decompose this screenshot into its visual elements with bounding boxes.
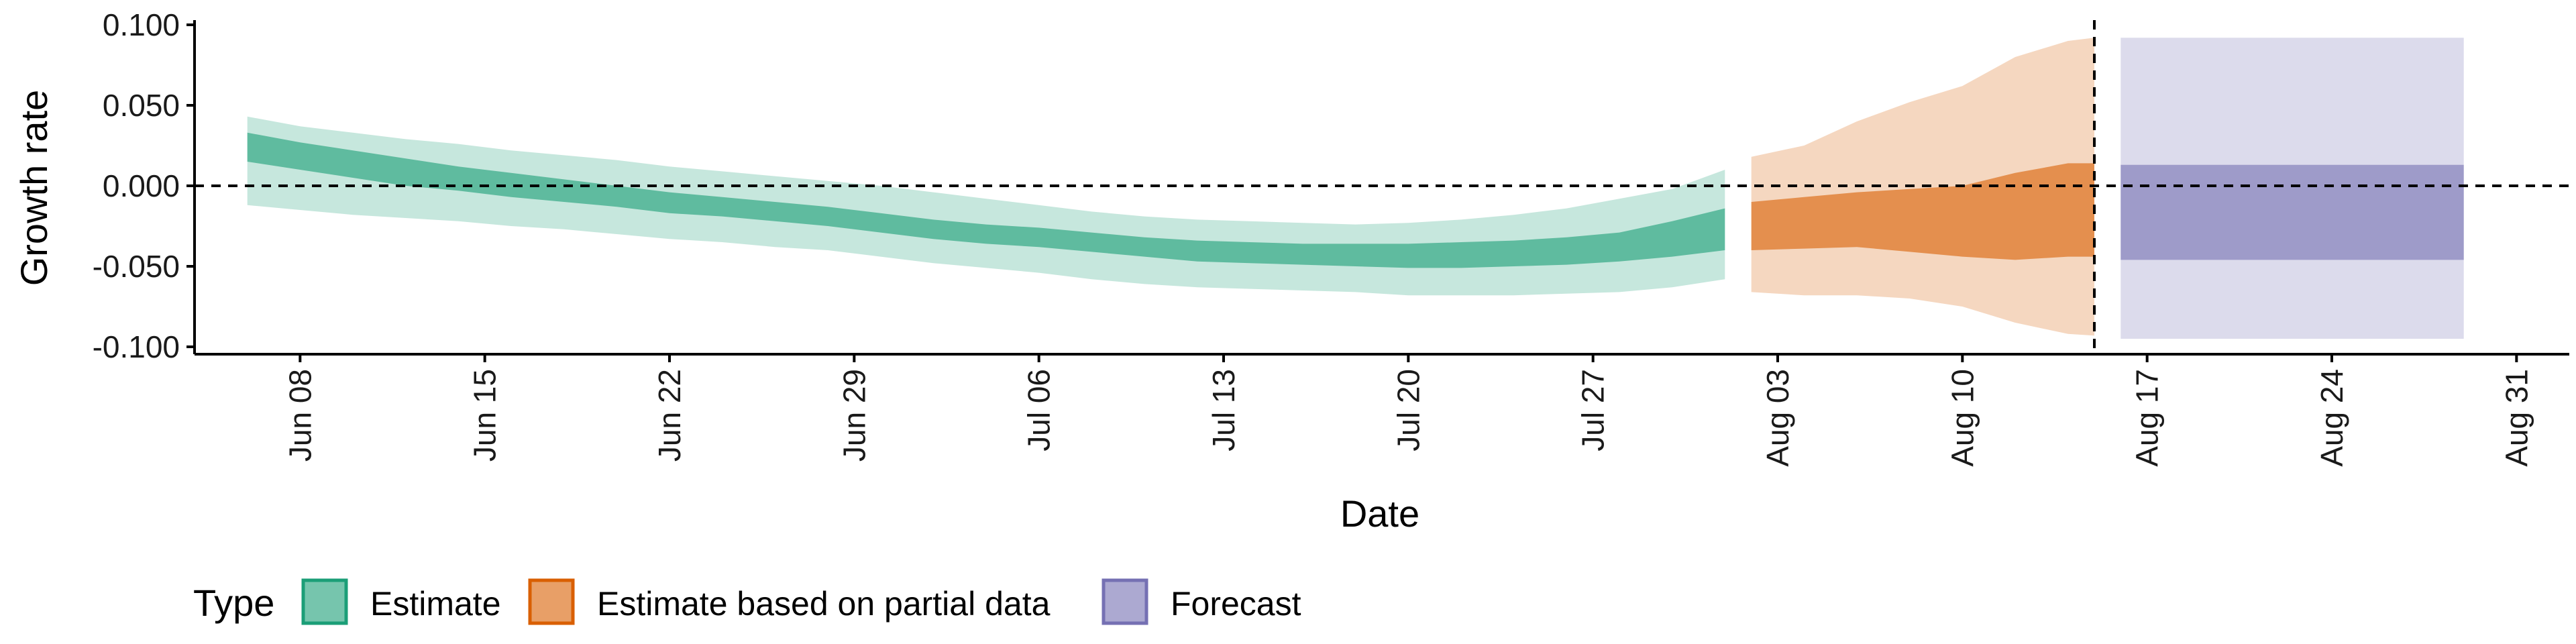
legend-key-partial-estimate xyxy=(528,578,575,625)
forecast-inner-ribbon xyxy=(2121,164,2464,260)
x-tick-label: Aug 31 xyxy=(2499,369,2534,467)
reference-lines xyxy=(195,20,2569,354)
ribbon-layer xyxy=(247,38,2464,339)
x-tick-label: Jul 20 xyxy=(1391,369,1426,451)
y-tick-label: 0.100 xyxy=(103,7,180,42)
x-tick-label: Jun 29 xyxy=(837,369,871,462)
y-tick-label: -0.100 xyxy=(93,329,180,364)
y-tick-label: 0.050 xyxy=(103,88,180,123)
legend-label-partial-estimate: Estimate based on partial data xyxy=(597,585,1051,623)
legend-label-forecast: Forecast xyxy=(1171,585,1301,623)
legend-title: Type xyxy=(193,582,274,624)
x-axis-title: Date xyxy=(1340,492,1419,535)
x-axis-ticks: Jun 08 Jun 15 Jun 22 Jun 29 Jul 06 Jul 13 Jul … xyxy=(282,354,2534,467)
x-tick-label: Jun 15 xyxy=(468,369,502,462)
x-tick-label: Aug 10 xyxy=(1945,369,1980,467)
x-tick-label: Jul 06 xyxy=(1022,369,1057,451)
x-tick-label: Aug 24 xyxy=(2314,369,2349,467)
x-tick-label: Jun 22 xyxy=(652,369,687,462)
legend-key-estimate xyxy=(301,578,348,625)
x-tick-label: Jul 27 xyxy=(1576,369,1611,451)
legend-label-estimate: Estimate xyxy=(370,585,501,623)
y-tick-label: 0.000 xyxy=(103,168,180,203)
x-tick-label: Jul 13 xyxy=(1206,369,1241,451)
legend: Type Estimate Estimate based on partial d… xyxy=(193,578,1301,625)
estimate-inner-ribbon xyxy=(247,132,1725,268)
x-tick-label: Jun 08 xyxy=(282,369,317,462)
y-tick-label: -0.050 xyxy=(93,249,180,284)
estimate-outer-ribbon xyxy=(247,116,1725,296)
y-axis-ticks: 0.100 0.050 0.000 -0.050 -0.100 xyxy=(93,7,195,364)
partial-estimate-inner-ribbon xyxy=(1751,163,2094,260)
x-tick-label: Aug 17 xyxy=(2130,369,2165,467)
legend-key-forecast xyxy=(1102,578,1148,625)
x-tick-label: Aug 03 xyxy=(1760,369,1795,467)
y-axis-title: Growth rate xyxy=(13,90,55,286)
